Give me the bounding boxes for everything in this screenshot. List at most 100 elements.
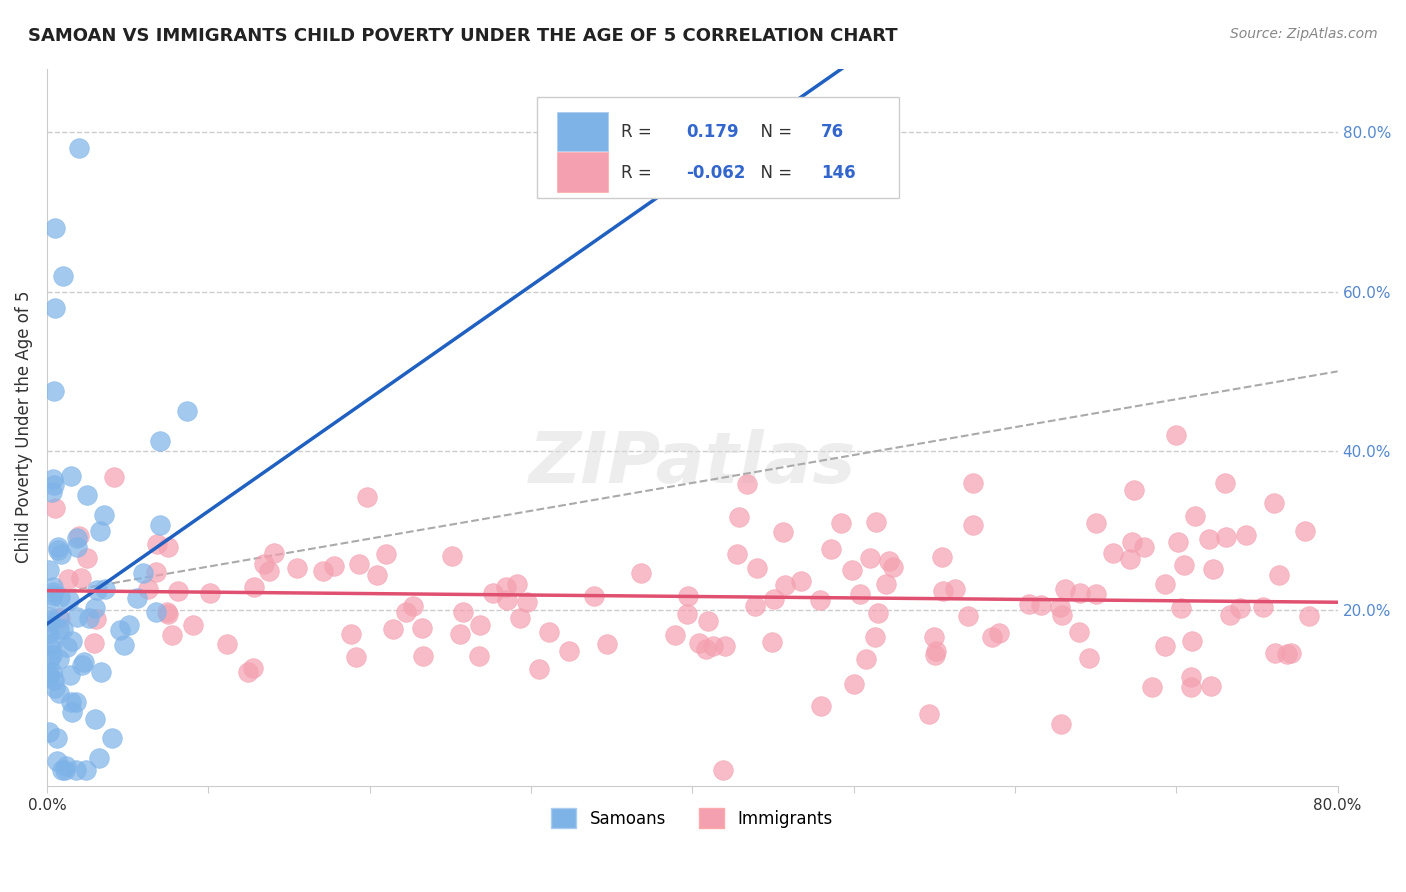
Point bbox=[1077, 650, 1099, 665]
Point bbox=[1154, 576, 1177, 591]
Point bbox=[1219, 607, 1241, 622]
Point bbox=[59, 695, 82, 709]
Point bbox=[83, 636, 105, 650]
Point bbox=[1198, 532, 1220, 546]
Point bbox=[215, 637, 238, 651]
Point bbox=[42, 472, 65, 486]
Point bbox=[344, 649, 367, 664]
Point bbox=[48, 686, 70, 700]
Point bbox=[1067, 625, 1090, 640]
Point bbox=[980, 630, 1002, 644]
Point bbox=[37, 626, 59, 640]
Y-axis label: Child Poverty Under the Age of 5: Child Poverty Under the Age of 5 bbox=[15, 291, 32, 564]
Point bbox=[1229, 601, 1251, 615]
Point bbox=[877, 554, 900, 568]
Point bbox=[1069, 586, 1091, 600]
Point bbox=[52, 268, 75, 283]
Point bbox=[132, 566, 155, 580]
Point bbox=[1275, 647, 1298, 661]
Point bbox=[1234, 527, 1257, 541]
Point bbox=[347, 558, 370, 572]
Text: -0.062: -0.062 bbox=[686, 163, 745, 182]
Point bbox=[1181, 633, 1204, 648]
Point bbox=[702, 639, 724, 653]
Point bbox=[37, 667, 59, 681]
Point bbox=[1263, 496, 1285, 510]
Point bbox=[1184, 509, 1206, 524]
Point bbox=[145, 565, 167, 579]
Point bbox=[411, 621, 433, 635]
Point bbox=[1202, 562, 1225, 576]
Point bbox=[55, 640, 77, 654]
Point bbox=[48, 651, 70, 665]
Point bbox=[84, 612, 107, 626]
Point bbox=[41, 665, 63, 679]
Point bbox=[1084, 516, 1107, 530]
Point bbox=[53, 763, 76, 777]
Point bbox=[1018, 597, 1040, 611]
Point bbox=[375, 547, 398, 561]
Point bbox=[181, 618, 204, 632]
Point bbox=[1167, 535, 1189, 549]
Point bbox=[37, 638, 59, 652]
Text: 76: 76 bbox=[821, 122, 845, 141]
Point bbox=[38, 670, 60, 684]
Point bbox=[243, 580, 266, 594]
Point bbox=[42, 584, 65, 599]
Point bbox=[84, 600, 107, 615]
Point bbox=[688, 635, 710, 649]
Point bbox=[482, 586, 505, 600]
Point bbox=[810, 592, 832, 607]
Point bbox=[44, 501, 66, 516]
Point bbox=[44, 301, 66, 315]
Point bbox=[176, 403, 198, 417]
Point bbox=[537, 625, 560, 640]
Point bbox=[339, 627, 361, 641]
Point bbox=[73, 655, 96, 669]
Point bbox=[468, 649, 491, 664]
FancyBboxPatch shape bbox=[537, 97, 898, 198]
Point bbox=[962, 517, 984, 532]
Point bbox=[76, 763, 98, 777]
Point bbox=[1279, 646, 1302, 660]
Point bbox=[1268, 567, 1291, 582]
Point bbox=[200, 585, 222, 599]
Text: N =: N = bbox=[751, 163, 797, 182]
Point bbox=[1101, 546, 1123, 560]
Point bbox=[868, 606, 890, 620]
Point bbox=[1121, 535, 1143, 549]
Point bbox=[323, 559, 346, 574]
Text: 0.179: 0.179 bbox=[686, 122, 738, 141]
Point bbox=[41, 485, 63, 500]
Point bbox=[60, 705, 83, 719]
Point bbox=[527, 662, 550, 676]
Point bbox=[52, 622, 75, 636]
Point bbox=[943, 582, 966, 597]
Point bbox=[103, 470, 125, 484]
Point bbox=[865, 515, 887, 529]
Point bbox=[1154, 640, 1177, 654]
Point bbox=[101, 731, 124, 745]
Point bbox=[42, 588, 65, 602]
Point bbox=[676, 607, 699, 622]
Point bbox=[931, 549, 953, 564]
Point bbox=[841, 563, 863, 577]
Point bbox=[924, 630, 946, 644]
Point bbox=[844, 677, 866, 691]
Point bbox=[49, 547, 72, 561]
Point bbox=[156, 541, 179, 555]
Point bbox=[495, 580, 517, 594]
Point bbox=[138, 582, 160, 596]
Point bbox=[42, 384, 65, 398]
Point bbox=[395, 605, 418, 619]
Point bbox=[312, 564, 335, 578]
Point bbox=[449, 627, 471, 641]
Point bbox=[253, 557, 276, 571]
Point bbox=[1298, 609, 1320, 624]
FancyBboxPatch shape bbox=[557, 153, 609, 192]
Point bbox=[1123, 483, 1146, 497]
Point bbox=[918, 706, 941, 721]
Point bbox=[242, 660, 264, 674]
Point bbox=[86, 582, 108, 597]
Point bbox=[924, 648, 946, 662]
